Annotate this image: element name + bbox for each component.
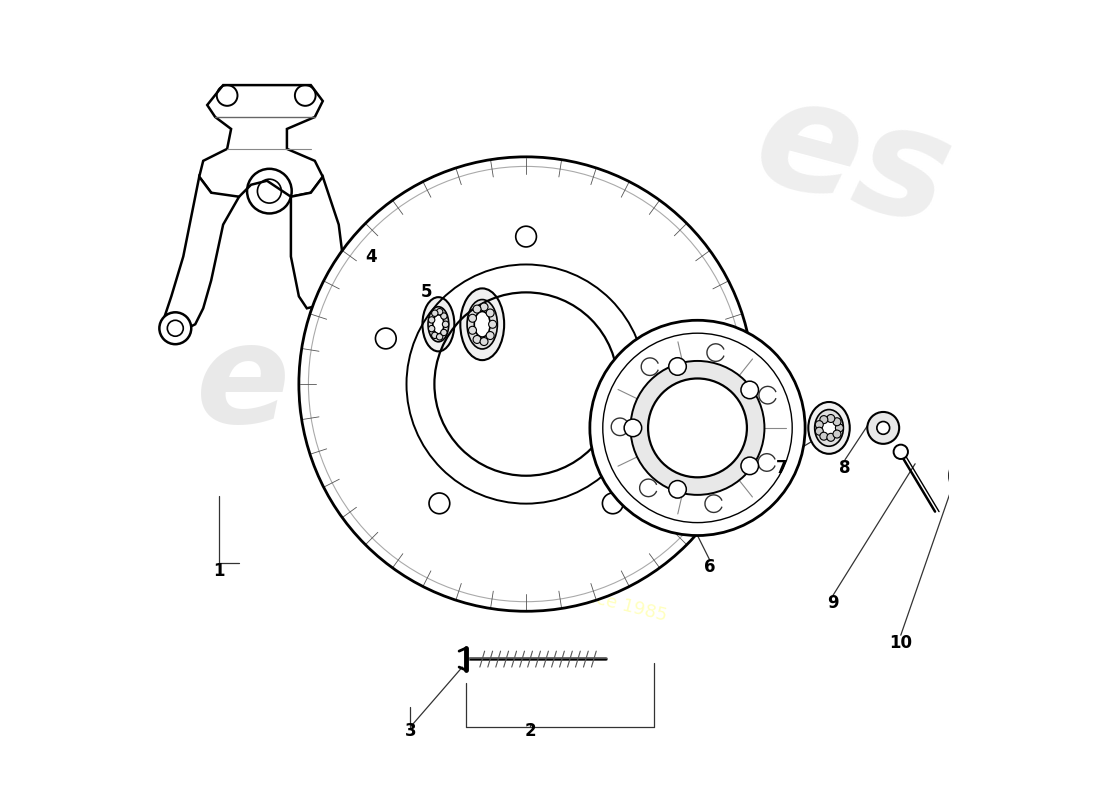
- Circle shape: [486, 331, 494, 339]
- Circle shape: [429, 317, 434, 323]
- Circle shape: [441, 313, 447, 319]
- Circle shape: [437, 334, 443, 340]
- Polygon shape: [199, 85, 322, 201]
- Circle shape: [820, 432, 828, 440]
- Circle shape: [630, 361, 764, 495]
- Ellipse shape: [432, 314, 444, 334]
- Text: es: es: [739, 64, 966, 258]
- Text: 10: 10: [889, 634, 912, 652]
- Circle shape: [469, 326, 476, 334]
- Text: a passion for parts since 1985: a passion for parts since 1985: [399, 542, 669, 625]
- Text: 3: 3: [405, 722, 416, 740]
- Text: 1: 1: [213, 562, 224, 581]
- Text: 9: 9: [827, 594, 839, 612]
- Circle shape: [669, 358, 686, 375]
- Text: 7: 7: [776, 458, 786, 477]
- Circle shape: [964, 465, 986, 487]
- Circle shape: [741, 381, 759, 398]
- Circle shape: [815, 421, 823, 429]
- Text: euro: euro: [196, 317, 553, 451]
- Ellipse shape: [808, 402, 850, 454]
- Circle shape: [473, 305, 481, 313]
- Text: 5: 5: [420, 283, 432, 302]
- Polygon shape: [163, 177, 239, 336]
- Ellipse shape: [460, 288, 504, 360]
- Circle shape: [375, 328, 396, 349]
- Circle shape: [833, 418, 842, 426]
- Circle shape: [949, 450, 1000, 502]
- Polygon shape: [290, 177, 343, 308]
- Polygon shape: [315, 310, 459, 338]
- Circle shape: [893, 445, 907, 459]
- Circle shape: [480, 338, 488, 346]
- Circle shape: [827, 434, 835, 442]
- Circle shape: [441, 330, 447, 336]
- Circle shape: [648, 378, 747, 478]
- Ellipse shape: [428, 306, 449, 342]
- Circle shape: [160, 312, 191, 344]
- Ellipse shape: [822, 418, 836, 438]
- Text: 2: 2: [525, 722, 536, 740]
- Circle shape: [741, 457, 759, 474]
- Circle shape: [669, 481, 686, 498]
- Circle shape: [516, 226, 537, 247]
- Ellipse shape: [422, 297, 454, 351]
- Circle shape: [437, 309, 443, 315]
- Ellipse shape: [815, 410, 844, 446]
- Circle shape: [429, 326, 434, 332]
- Text: 4: 4: [365, 247, 376, 266]
- Circle shape: [815, 427, 823, 435]
- Circle shape: [431, 310, 438, 317]
- Ellipse shape: [468, 299, 497, 349]
- Circle shape: [835, 424, 844, 432]
- Circle shape: [656, 328, 676, 349]
- Circle shape: [299, 157, 754, 611]
- Circle shape: [624, 419, 641, 437]
- Circle shape: [473, 335, 481, 343]
- Circle shape: [827, 414, 835, 422]
- Ellipse shape: [867, 412, 899, 444]
- Circle shape: [486, 309, 494, 317]
- Circle shape: [590, 320, 805, 535]
- Circle shape: [480, 303, 488, 311]
- Circle shape: [833, 430, 842, 438]
- Circle shape: [429, 493, 450, 514]
- Circle shape: [469, 314, 476, 322]
- Text: 8: 8: [839, 458, 850, 477]
- Ellipse shape: [877, 422, 890, 434]
- Circle shape: [820, 416, 828, 424]
- Text: Pares: Pares: [396, 419, 784, 540]
- Circle shape: [603, 493, 623, 514]
- Circle shape: [442, 321, 449, 327]
- Ellipse shape: [474, 311, 491, 337]
- Circle shape: [488, 320, 496, 328]
- Circle shape: [431, 332, 438, 338]
- Text: 6: 6: [704, 558, 715, 577]
